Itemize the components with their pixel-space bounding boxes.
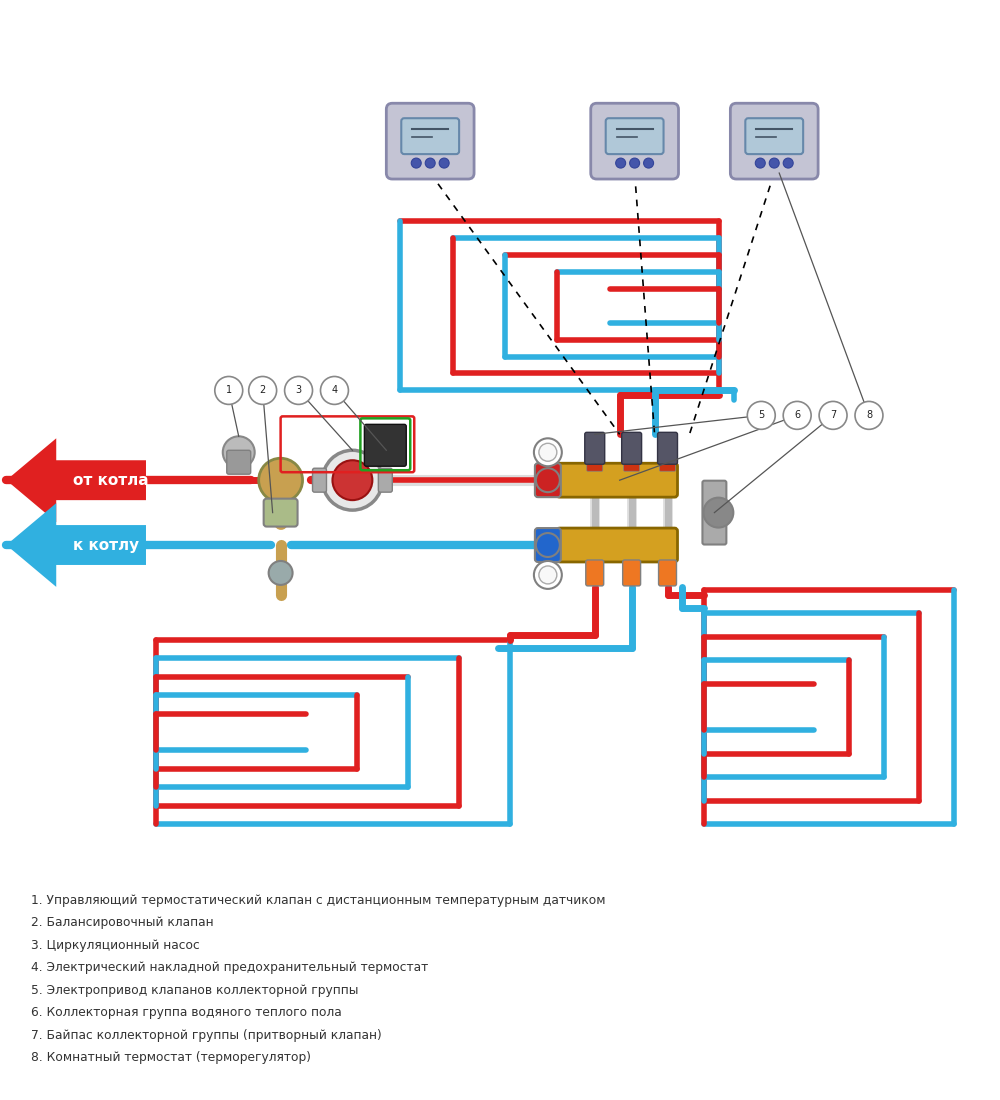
- FancyBboxPatch shape: [557, 528, 678, 562]
- Circle shape: [215, 376, 243, 405]
- Text: 1: 1: [226, 385, 232, 395]
- FancyBboxPatch shape: [264, 498, 298, 527]
- FancyBboxPatch shape: [535, 528, 561, 562]
- Circle shape: [755, 158, 765, 168]
- Circle shape: [285, 376, 313, 405]
- FancyBboxPatch shape: [606, 118, 664, 154]
- FancyBboxPatch shape: [624, 458, 640, 471]
- Circle shape: [539, 566, 557, 584]
- Circle shape: [259, 459, 303, 502]
- Circle shape: [616, 158, 626, 168]
- Text: 3: 3: [295, 385, 302, 395]
- FancyBboxPatch shape: [591, 103, 679, 179]
- Circle shape: [332, 460, 372, 500]
- FancyBboxPatch shape: [586, 560, 604, 586]
- FancyBboxPatch shape: [401, 118, 459, 154]
- Circle shape: [747, 402, 775, 429]
- FancyBboxPatch shape: [386, 103, 474, 179]
- FancyBboxPatch shape: [6, 884, 994, 1093]
- Circle shape: [783, 158, 793, 168]
- FancyBboxPatch shape: [364, 425, 406, 466]
- FancyBboxPatch shape: [659, 560, 677, 586]
- FancyBboxPatch shape: [730, 103, 818, 179]
- Text: 1. Управляющий термостатический клапан с дистанционным температурным датчиком: 1. Управляющий термостатический клапан с…: [31, 894, 606, 908]
- Circle shape: [855, 402, 883, 429]
- Circle shape: [411, 158, 421, 168]
- FancyBboxPatch shape: [585, 432, 605, 464]
- FancyBboxPatch shape: [623, 560, 641, 586]
- FancyBboxPatch shape: [745, 118, 803, 154]
- Text: от котла: от котла: [73, 473, 149, 487]
- Circle shape: [439, 158, 449, 168]
- Text: 7. Байпас коллекторной группы (притворный клапан): 7. Байпас коллекторной группы (притворны…: [31, 1028, 382, 1042]
- Circle shape: [539, 443, 557, 461]
- Circle shape: [703, 497, 733, 528]
- Circle shape: [249, 376, 277, 405]
- Circle shape: [321, 376, 348, 405]
- Text: 6. Коллекторная группа водяного теплого пола: 6. Коллекторная группа водяного теплого …: [31, 1006, 342, 1020]
- Text: 2. Балансировочный клапан: 2. Балансировочный клапан: [31, 916, 214, 930]
- Circle shape: [769, 158, 779, 168]
- Circle shape: [536, 469, 560, 492]
- Text: к котлу: к котлу: [73, 538, 139, 552]
- Text: 8. Комнатный термостат (терморегулятор): 8. Комнатный термостат (терморегулятор): [31, 1052, 311, 1064]
- Circle shape: [536, 534, 560, 557]
- Text: 3. Циркуляционный насос: 3. Циркуляционный насос: [31, 939, 200, 952]
- Circle shape: [223, 437, 255, 469]
- Circle shape: [534, 438, 562, 466]
- Polygon shape: [6, 503, 146, 587]
- Circle shape: [644, 158, 654, 168]
- FancyBboxPatch shape: [658, 432, 678, 464]
- Text: 8: 8: [866, 410, 872, 420]
- FancyBboxPatch shape: [660, 458, 676, 471]
- Circle shape: [269, 561, 293, 585]
- FancyBboxPatch shape: [587, 458, 603, 471]
- Text: 6: 6: [794, 410, 800, 420]
- FancyBboxPatch shape: [622, 432, 642, 464]
- FancyBboxPatch shape: [378, 469, 392, 492]
- FancyBboxPatch shape: [535, 463, 561, 497]
- FancyBboxPatch shape: [557, 463, 678, 497]
- Text: 7: 7: [830, 410, 836, 420]
- Text: 4: 4: [331, 385, 338, 395]
- FancyBboxPatch shape: [702, 481, 726, 544]
- FancyBboxPatch shape: [227, 450, 251, 474]
- Circle shape: [630, 158, 640, 168]
- Polygon shape: [6, 438, 146, 522]
- Text: 2: 2: [260, 385, 266, 395]
- Circle shape: [534, 561, 562, 588]
- FancyBboxPatch shape: [313, 469, 326, 492]
- Text: 5. Электропривод клапанов коллекторной группы: 5. Электропривод клапанов коллекторной г…: [31, 983, 359, 997]
- Circle shape: [322, 450, 382, 510]
- Text: 5: 5: [758, 410, 764, 420]
- Circle shape: [819, 402, 847, 429]
- Circle shape: [425, 158, 435, 168]
- Text: 4. Электрический накладной предохранительный термостат: 4. Электрический накладной предохранител…: [31, 961, 429, 975]
- Circle shape: [783, 402, 811, 429]
